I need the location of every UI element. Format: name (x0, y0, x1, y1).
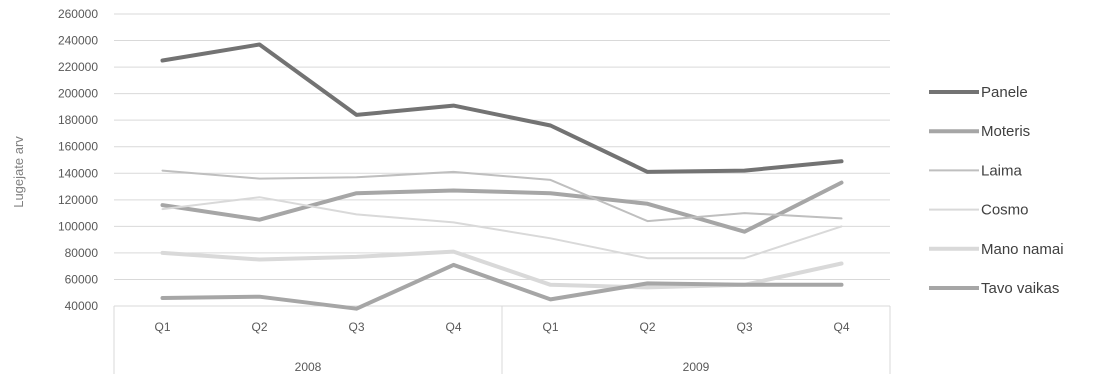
x-tick-label: Q1 (154, 320, 170, 334)
series-line-laima (161, 169, 843, 223)
legend: Panele Moteris Laima Cosmo Mano namai Tavo va… (929, 84, 1064, 297)
legend-label: Moteris (981, 123, 1030, 140)
series-line-panele (160, 42, 844, 174)
x-axis: Q1 Q2 Q3 Q4 Q1 Q2 Q3 Q4 2008 2009 (113, 306, 891, 374)
y-tick-label: 240000 (58, 34, 98, 48)
y-tick-label: 80000 (65, 246, 99, 260)
x-tick-label: Q2 (639, 320, 655, 334)
legend-label: Panele (981, 84, 1028, 101)
x-tick-label: Q2 (251, 320, 267, 334)
y-tick-label: 140000 (58, 166, 98, 180)
x-tick-label: Q1 (542, 320, 558, 334)
x-tick-label: Q4 (445, 320, 461, 334)
y-tick-label: 60000 (65, 272, 99, 286)
x-group-label: 2009 (683, 360, 710, 374)
y-tick-label: 220000 (58, 60, 98, 74)
x-group-label: 2008 (295, 360, 322, 374)
y-tick-label: 260000 (58, 7, 98, 21)
x-tick-label: Q4 (833, 320, 849, 334)
legend-label: Tavo vaikas (981, 280, 1059, 297)
legend-label: Cosmo (981, 202, 1029, 219)
legend-label: Mano namai (981, 241, 1064, 258)
series-line-moteris (160, 180, 844, 234)
y-tick-label: 100000 (58, 219, 98, 233)
x-tick-label: Q3 (736, 320, 752, 334)
y-tick-label: 180000 (58, 113, 98, 127)
series-line-cosmo (161, 196, 843, 260)
y-tick-label: 40000 (65, 299, 99, 313)
y-tick-label: 160000 (58, 140, 98, 154)
x-tick-label: Q3 (348, 320, 364, 334)
legend-label: Laima (981, 162, 1023, 179)
series-lines (160, 42, 844, 311)
y-tick-label: 200000 (58, 87, 98, 101)
y-tick-label: 120000 (58, 193, 98, 207)
gridlines (114, 13, 890, 307)
series-line-tavo-vaikas (160, 262, 844, 311)
y-axis-label: Lugejate arv (11, 136, 26, 208)
y-axis-ticks: 40000 60000 80000 100000 120000 140000 160000 1… (58, 7, 98, 313)
